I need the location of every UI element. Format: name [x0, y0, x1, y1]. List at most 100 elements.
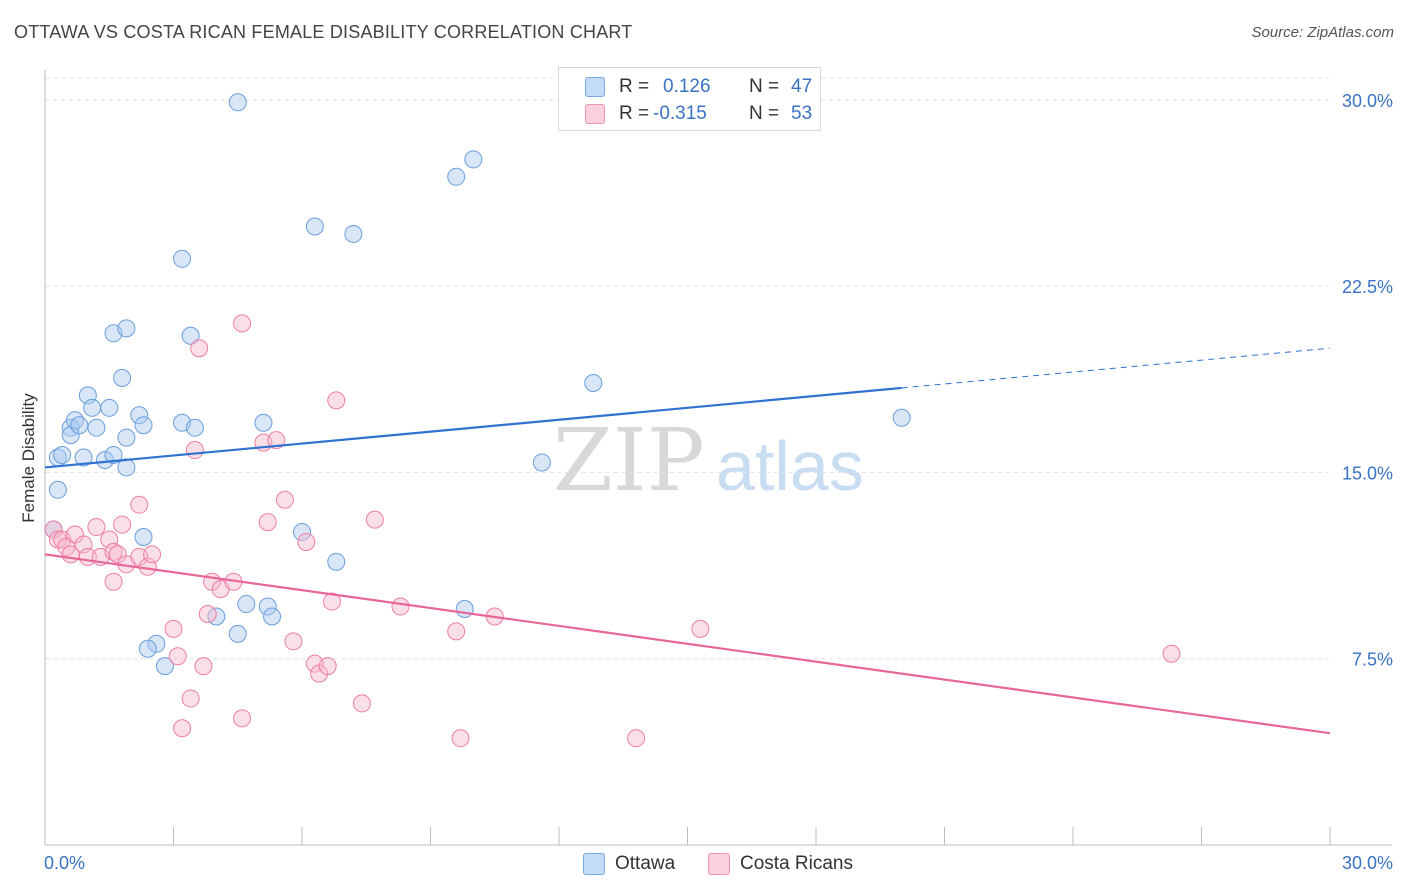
ottawa-point [181, 326, 200, 345]
ottawa-point [228, 624, 247, 643]
ottawa-point [74, 448, 93, 467]
source-label: Source: ZipAtlas.com [1251, 24, 1394, 41]
costa-point [164, 619, 183, 638]
bottom-legend-costa: Costa Ricans [708, 852, 853, 876]
costa-point [198, 604, 217, 623]
ottawa-point [305, 217, 324, 236]
ottawa-point [173, 249, 192, 268]
costa-point [1162, 644, 1181, 663]
costa-point [297, 532, 316, 551]
bottom-legend-ottawa: Ottawa [583, 852, 675, 876]
costa-point [391, 597, 410, 616]
x-tick-label: 30.0% [1342, 853, 1393, 873]
ottawa-point [83, 398, 102, 417]
ottawa-swatch [585, 77, 605, 97]
costa-point [113, 515, 132, 534]
costa-point [627, 729, 646, 748]
ottawa-point [532, 453, 551, 472]
ottawa-point [263, 607, 282, 626]
ottawa-point [104, 446, 123, 465]
costa-point [168, 647, 187, 666]
ottawa-point [455, 600, 474, 619]
ottawa-point [155, 657, 174, 676]
y-tick-label: 30.0% [1342, 91, 1393, 111]
costa-point [365, 510, 384, 529]
ottawa-point [70, 416, 89, 435]
ottawa-trend-line [44, 386, 902, 469]
costa-swatch [585, 104, 605, 124]
ottawa-trend-extension [901, 347, 1331, 389]
costa-point [143, 545, 162, 564]
costa-point [181, 689, 200, 708]
r-value-costa: -0.315 [653, 103, 707, 124]
y-tick-label: 22.5% [1342, 277, 1393, 297]
chart-title: OTTAWA VS COSTA RICAN FEMALE DISABILITY … [14, 22, 633, 42]
ottawa-point [447, 167, 466, 186]
x-tick-label: 0.0% [44, 853, 85, 873]
costa-point [87, 518, 106, 537]
legend-row-ottawa: R = 0.126 N = 47 [585, 75, 812, 99]
ottawa-point [130, 406, 149, 425]
costa-point [194, 657, 213, 676]
ottawa-point [327, 552, 346, 571]
ottawa-point [100, 398, 119, 417]
costa-point [451, 729, 470, 748]
costa-point [190, 339, 209, 358]
costa-point [267, 431, 286, 450]
ottawa-point [134, 527, 153, 546]
y-tick-label: 7.5% [1352, 650, 1393, 670]
ottawa-point [117, 428, 136, 447]
costa-trend-line [44, 553, 1331, 735]
stats-legend: R = 0.126 N = 47 R = -0.315 N = 53 [558, 67, 821, 131]
y-tick-label: 15.0% [1342, 463, 1393, 483]
n-value-ottawa: 47 [791, 76, 813, 97]
ottawa-point [237, 595, 256, 614]
costa-point [173, 719, 192, 738]
costa-point [327, 391, 346, 410]
ottawa-point [892, 408, 911, 427]
n-label: N = [749, 76, 780, 97]
ottawa-point [87, 418, 106, 437]
n-label: N = [749, 103, 780, 124]
r-label: R = [619, 76, 650, 97]
ottawa-point [147, 634, 166, 653]
costa-point [275, 490, 294, 509]
watermark-zip: ZIP [553, 411, 705, 511]
legend-row-costa: R = -0.315 N = 53 [585, 102, 812, 126]
r-label: R = [619, 103, 650, 124]
costa-point [258, 513, 277, 532]
costa-swatch [708, 853, 730, 875]
ottawa-point [293, 523, 311, 542]
y-axis-label: Female Disability [19, 393, 38, 523]
costa-point [318, 657, 337, 676]
ottawa-point [138, 639, 157, 658]
ottawa-point [228, 93, 247, 112]
ottawa-point [464, 150, 483, 169]
costa-point [185, 441, 204, 460]
ottawa-point [258, 597, 277, 616]
costa-point [284, 632, 303, 651]
ottawa-point [48, 480, 67, 499]
n-value-costa: 53 [791, 103, 813, 124]
costa-point [352, 694, 371, 713]
ottawa-point [113, 369, 132, 388]
costa-point [130, 495, 149, 514]
r-value-ottawa: 0.126 [663, 76, 711, 97]
costa-point [233, 709, 252, 728]
costa-point [691, 619, 710, 638]
costa-point [104, 572, 123, 591]
bottom-legend-label: Ottawa [615, 853, 676, 874]
costa-point [233, 314, 252, 333]
ottawa-point [254, 413, 273, 432]
ottawa-swatch [583, 853, 605, 875]
costa-point [322, 592, 341, 611]
watermark-atlas: atlas [716, 427, 864, 505]
ottawa-point [117, 319, 136, 338]
ottawa-point [344, 224, 363, 243]
costa-point [447, 622, 466, 641]
ottawa-point [134, 416, 153, 435]
bottom-legend-label: Costa Ricans [740, 853, 853, 874]
ottawa-point [185, 418, 204, 437]
ottawa-point [584, 373, 603, 392]
